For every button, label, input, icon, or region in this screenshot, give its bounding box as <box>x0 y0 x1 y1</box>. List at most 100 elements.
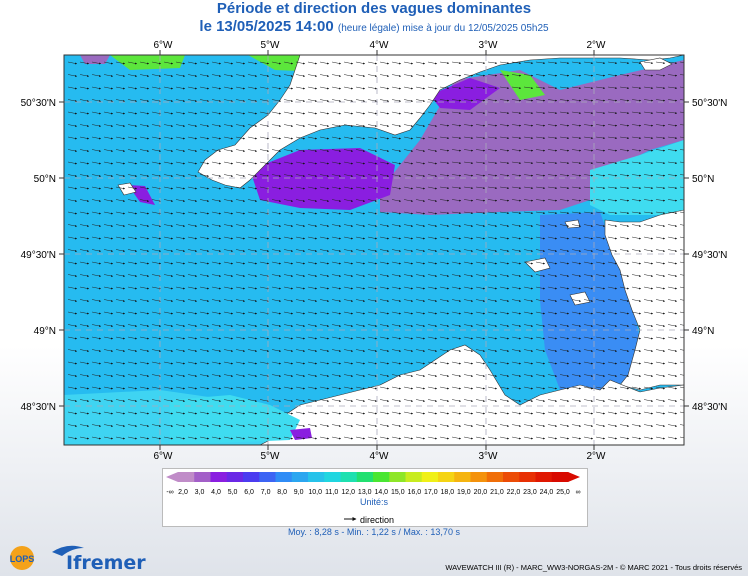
lat-label-right-3: 49°N <box>692 326 714 337</box>
direction-arrow <box>655 249 666 252</box>
lat-label-right-1: 50°N <box>692 174 714 185</box>
direction-arrow <box>235 149 246 152</box>
direction-arrow <box>223 149 234 152</box>
direction-arrow <box>151 161 162 165</box>
direction-arrow <box>79 86 90 90</box>
direction-arrow <box>463 61 474 65</box>
direction-arrow <box>379 161 390 165</box>
direction-arrow <box>91 99 102 102</box>
direction-arrow <box>475 174 486 177</box>
direction-arrow <box>115 149 126 152</box>
direction-arrow <box>523 149 534 152</box>
lon-label-top-3: 3°W <box>479 40 499 51</box>
direction-arrow <box>307 149 318 152</box>
direction-arrow <box>355 211 366 215</box>
direction-arrow <box>619 236 630 240</box>
direction-arrow <box>463 174 474 177</box>
direction-arrow <box>283 99 294 102</box>
direction-arrow <box>235 224 246 227</box>
legend-value-label: 5,0 <box>228 489 238 496</box>
direction-arrow <box>127 249 138 252</box>
direction-arrow <box>655 61 666 65</box>
direction-arrow <box>223 161 234 165</box>
direction-arrow <box>67 224 78 227</box>
direction-arrow <box>79 124 90 127</box>
direction-arrow <box>331 186 342 190</box>
direction-arrow <box>187 136 198 140</box>
direction-arrow <box>211 111 222 115</box>
direction-arrow <box>223 224 234 227</box>
direction-arrow <box>427 249 438 252</box>
direction-arrow <box>571 111 582 115</box>
lops-logo: LOPS <box>10 546 34 570</box>
direction-arrow <box>475 124 486 127</box>
direction-arrow <box>355 99 366 102</box>
direction-arrow <box>367 61 378 65</box>
direction-arrow <box>115 136 126 140</box>
direction-arrow <box>559 174 570 177</box>
direction-arrow <box>343 174 354 177</box>
direction-arrow <box>619 111 630 115</box>
direction-arrow <box>451 74 462 77</box>
direction-arrow <box>523 186 534 190</box>
direction-arrow <box>583 186 594 190</box>
direction-arrow <box>475 199 486 202</box>
direction-arrow <box>475 186 486 190</box>
direction-arrow <box>163 86 174 90</box>
direction-arrow <box>571 74 582 77</box>
legend-swatch <box>470 472 488 482</box>
direction-arrow <box>139 74 150 77</box>
direction-arrow <box>679 111 684 113</box>
direction-arrow <box>91 61 102 65</box>
direction-arrow <box>139 199 150 202</box>
direction-arrow <box>643 224 654 227</box>
direction-arrow <box>247 236 258 240</box>
direction-arrow <box>175 124 186 127</box>
direction-arrow <box>355 124 366 127</box>
direction-arrow <box>343 99 354 102</box>
direction-arrow <box>391 174 402 177</box>
direction-arrow <box>139 161 150 165</box>
legend-high-label: ∞ <box>576 489 581 496</box>
direction-arrow <box>211 61 222 65</box>
direction-arrow <box>259 236 270 240</box>
direction-arrow <box>163 211 174 215</box>
direction-arrow <box>487 249 498 252</box>
direction-arrow <box>271 149 282 152</box>
copyright-footer: WAVEWATCH III (R) - MARC_WW3-NORGAS-2M -… <box>445 563 742 572</box>
direction-arrow <box>643 61 654 65</box>
direction-arrow <box>271 99 282 102</box>
direction-arrow <box>655 99 666 102</box>
legend-swatch <box>243 472 260 482</box>
map-subtitle: le 13/05/2025 14:00 (heure légale) mise … <box>0 18 748 35</box>
direction-arrow <box>211 99 222 102</box>
direction-arrow <box>127 174 138 177</box>
direction-arrow <box>619 136 630 140</box>
direction-arrow <box>235 124 246 127</box>
direction-arrow <box>223 211 234 215</box>
direction-arrow <box>535 99 546 102</box>
direction-arrow <box>559 199 570 202</box>
direction-arrow <box>655 211 666 215</box>
direction-arrow <box>439 111 450 115</box>
direction-arrow <box>583 224 594 227</box>
direction-arrow <box>643 249 654 252</box>
direction-arrow <box>511 186 522 190</box>
direction-arrow <box>643 186 654 190</box>
direction-arrow <box>439 86 450 90</box>
direction-arrow <box>271 86 282 90</box>
direction-arrow <box>511 124 522 127</box>
direction-arrow <box>235 186 246 190</box>
direction-arrow <box>379 174 390 177</box>
direction-arrow <box>319 249 330 252</box>
direction-arrow <box>499 161 510 165</box>
direction-arrow <box>235 249 246 252</box>
direction-arrow <box>259 161 270 165</box>
direction-arrow <box>103 99 114 102</box>
direction-arrow <box>163 199 174 202</box>
legend-swatch <box>389 472 406 482</box>
direction-arrow <box>319 186 330 190</box>
direction-arrow <box>163 249 174 252</box>
direction-arrow <box>175 136 186 140</box>
